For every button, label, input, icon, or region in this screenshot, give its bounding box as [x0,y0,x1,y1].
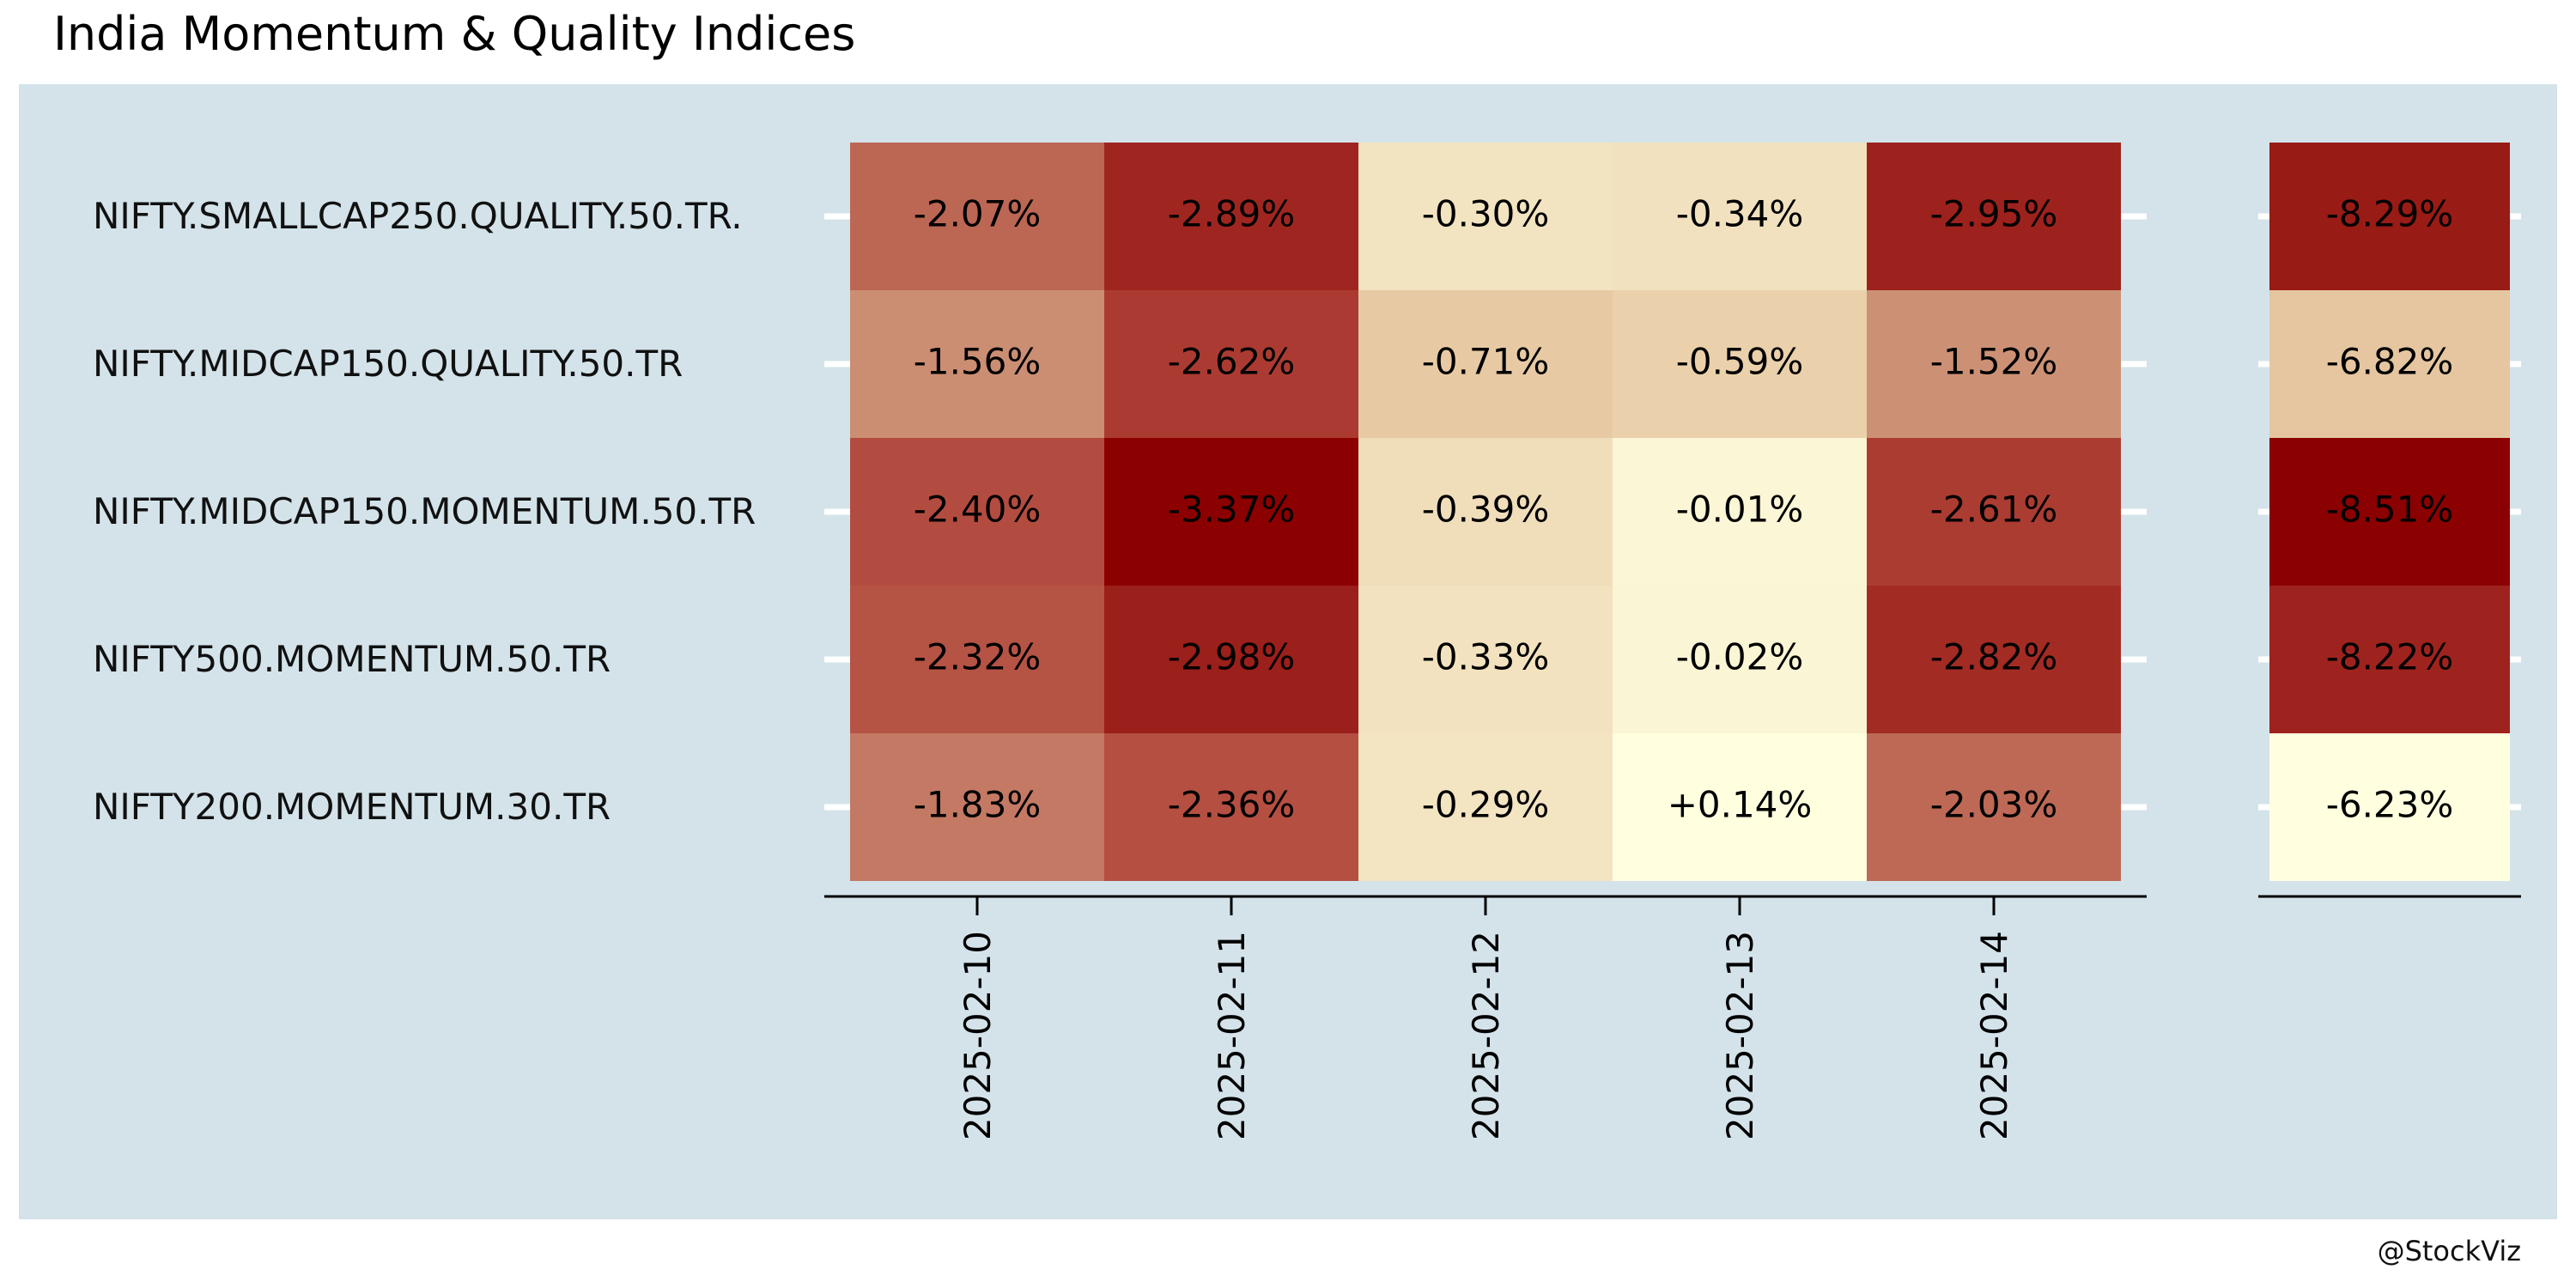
heatmap-cell [1104,733,1358,881]
heatmap-cell [1104,290,1358,438]
row-label: NIFTY.SMALLCAP250.QUALITY.50.TR. [93,195,743,237]
total-cell-label: -8.29% [2326,193,2454,235]
cell-label: -1.83% [914,784,1042,826]
heatmap-cell [1358,438,1613,586]
total-cell-label: -8.51% [2326,489,2454,531]
cell-label: -0.02% [1676,636,1804,678]
cell-label: -2.32% [914,636,1042,678]
row-label: NIFTY.MIDCAP150.QUALITY.50.TR [93,343,683,385]
cell-label: -3.37% [1168,489,1296,531]
cell-label: +0.14% [1668,784,1813,826]
total-cell [2269,733,2510,881]
cell-label: -1.56% [914,341,1042,383]
heatmap-cell [1358,143,1613,290]
heatmap-cell [1358,733,1613,881]
cell-label: -0.01% [1676,489,1804,531]
x-tick-label: 2025-02-14 [1973,931,2015,1140]
chart-title: India Momentum & Quality Indices [53,7,855,61]
total-cell [2269,438,2510,586]
heatmap-cell [850,733,1104,881]
row-label: NIFTY500.MOMENTUM.50.TR [93,638,611,680]
total-cell-label: -6.23% [2326,784,2454,826]
heatmap-cell [1358,586,1613,733]
cell-label: -2.82% [1930,636,2058,678]
source-caption: @StockViz [2378,1235,2521,1267]
heatmap-cell [1613,586,1867,733]
heatmap-cell [1867,290,2121,438]
heatmap-cell [1104,586,1358,733]
total-cell [2269,290,2510,438]
row-label: NIFTY.MIDCAP150.MOMENTUM.50.TR [93,490,756,532]
cell-label: -2.89% [1168,193,1296,235]
heatmap-cell [1613,143,1867,290]
heatmap-cell [850,143,1104,290]
total-cell-label: -8.22% [2326,636,2454,678]
cell-label: -2.36% [1168,784,1296,826]
x-tick-label: 2025-02-12 [1465,931,1507,1140]
heatmap-cell [850,290,1104,438]
x-tick-label: 2025-02-11 [1211,931,1253,1140]
cell-label: -2.61% [1930,489,2058,531]
heatmap-cell [1104,143,1358,290]
heatmap-cell [1867,143,2121,290]
cell-label: -2.03% [1930,784,2058,826]
heatmap-cell [1867,733,2121,881]
total-cell [2269,586,2510,733]
x-tick-label: 2025-02-10 [957,931,999,1140]
heatmap-cell [1867,438,2121,586]
heatmap-cell [1613,290,1867,438]
cell-label: -2.40% [914,489,1042,531]
daily-returns-grid: -2.07% -2.89% -0.30% -0.34% -2.95% -1.56% -2.6… [850,143,2121,881]
heatmap-cell [1867,586,2121,733]
x-tick-label: 2025-02-13 [1719,931,1761,1140]
heatmap-cell [1358,290,1613,438]
cell-label: -2.98% [1168,636,1296,678]
cell-label: -0.30% [1422,193,1550,235]
cell-label: -2.62% [1168,341,1296,383]
heatmap-cell [850,586,1104,733]
cell-label: -2.07% [914,193,1042,235]
heatmap-cell [1613,438,1867,586]
x-axis: 2025-02-10 2025-02-11 2025-02-12 2025-02-13… [824,213,2521,1140]
cell-label: -0.39% [1422,489,1550,531]
heatmap-cell [1104,438,1358,586]
total-returns-grid: -8.29% -6.82% -8.51% -8.22% -6.23% [2269,143,2510,881]
cell-label: -1.52% [1930,341,2058,383]
cell-label: -2.95% [1930,193,2058,235]
cell-label: -0.59% [1676,341,1804,383]
row-labels: NIFTY.SMALLCAP250.QUALITY.50.TR. NIFTY.MI… [93,195,756,828]
cell-label: -0.29% [1422,784,1550,826]
total-cell [2269,143,2510,290]
heatmap-cell [850,438,1104,586]
cell-label: -0.71% [1422,341,1550,383]
row-label: NIFTY200.MOMENTUM.30.TR [93,786,611,828]
total-cell-label: -6.82% [2326,341,2454,383]
cell-label: -0.33% [1422,636,1550,678]
heatmap-cell [1613,733,1867,881]
cell-label: -0.34% [1676,193,1804,235]
